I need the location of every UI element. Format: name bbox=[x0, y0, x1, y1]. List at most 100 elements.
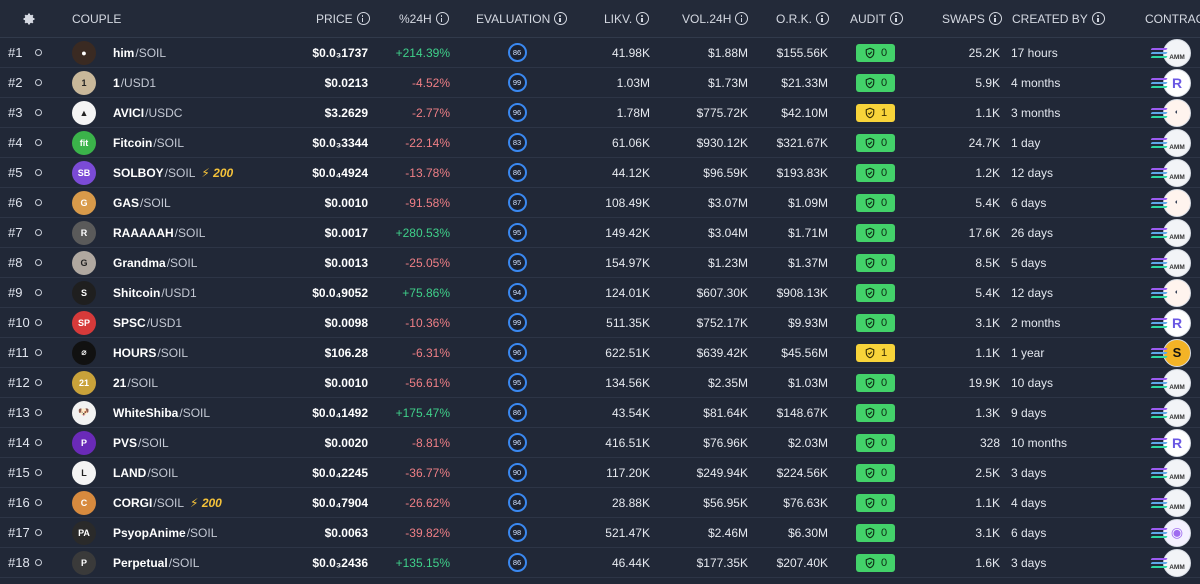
star-outline-icon[interactable] bbox=[34, 109, 42, 116]
base-symbol[interactable]: HOURS bbox=[113, 345, 157, 360]
table-row[interactable]: #17 PA PsyopAnime / SOIL $0.0063 -39.82% 98 521… bbox=[0, 518, 1200, 548]
table-row[interactable]: #16 C CORGI / SOIL ⚡ 200 $0.0₄7904 -26.62% 84 28… bbox=[0, 488, 1200, 518]
evaluation-score[interactable]: 96 bbox=[505, 428, 529, 457]
token-avatar[interactable]: C bbox=[71, 488, 97, 517]
star-outline-icon[interactable] bbox=[34, 169, 42, 176]
contract-badges[interactable]: R bbox=[1150, 308, 1200, 337]
gear-icon[interactable] bbox=[22, 12, 36, 26]
audit-pill[interactable]: 0 bbox=[856, 433, 895, 452]
favorite-toggle[interactable] bbox=[33, 308, 43, 337]
token-avatar[interactable]: PA bbox=[71, 518, 97, 547]
star-outline-icon[interactable] bbox=[34, 349, 42, 356]
info-icon[interactable] bbox=[735, 12, 749, 25]
favorite-toggle[interactable] bbox=[33, 458, 43, 487]
info-icon[interactable] bbox=[356, 12, 370, 25]
base-symbol[interactable]: CORGI bbox=[113, 495, 153, 510]
audit-badge[interactable]: 0 bbox=[856, 248, 896, 277]
info-icon[interactable] bbox=[636, 12, 650, 25]
audit-badge[interactable]: 0 bbox=[856, 488, 896, 517]
token-avatar[interactable]: G bbox=[71, 188, 97, 217]
audit-badge[interactable]: 0 bbox=[856, 368, 896, 397]
star-outline-icon[interactable] bbox=[34, 379, 42, 386]
audit-pill[interactable]: 1 bbox=[856, 103, 895, 122]
pair-name[interactable]: SPSC / USD1 bbox=[113, 308, 283, 337]
audit-badge[interactable]: 0 bbox=[856, 158, 896, 187]
favorite-toggle[interactable] bbox=[33, 188, 43, 217]
table-row[interactable]: #4 fit Fitcoin / SOIL $0.0₃3344 -22.14% 83 61.0… bbox=[0, 128, 1200, 158]
token-avatar[interactable]: 🐶 bbox=[71, 398, 97, 427]
audit-pill[interactable]: 0 bbox=[856, 163, 895, 182]
col-swaps[interactable]: SWAPS bbox=[942, 0, 1002, 37]
table-row[interactable]: #2 1 1/ USD1 $0.0213 -4.52% 99 1.03M $1.73M $21.… bbox=[0, 68, 1200, 98]
base-symbol[interactable]: PVS bbox=[113, 435, 138, 450]
audit-pill[interactable]: 0 bbox=[856, 223, 895, 242]
pair-name[interactable]: AVICI / USDC bbox=[113, 98, 283, 127]
audit-pill[interactable]: 0 bbox=[856, 553, 895, 572]
token-avatar[interactable]: ⌀ bbox=[71, 338, 97, 367]
evaluation-score[interactable]: 95 bbox=[505, 368, 529, 397]
pair-name[interactable]: LAND / SOIL bbox=[113, 458, 283, 487]
evaluation-score[interactable]: 96 bbox=[505, 338, 529, 367]
pair-name[interactable]: him / SOIL bbox=[113, 38, 283, 67]
evaluation-score[interactable]: 90 bbox=[505, 458, 529, 487]
star-outline-icon[interactable] bbox=[34, 469, 42, 476]
evaluation-score[interactable]: 98 bbox=[505, 518, 529, 547]
audit-badge[interactable]: 0 bbox=[856, 398, 896, 427]
evaluation-score[interactable]: 94 bbox=[505, 278, 529, 307]
favorite-toggle[interactable] bbox=[33, 278, 43, 307]
audit-badge[interactable]: 0 bbox=[856, 38, 896, 67]
info-icon[interactable] bbox=[988, 12, 1002, 25]
contract-badges[interactable]: ◐ bbox=[1150, 188, 1200, 217]
contract-badges[interactable]: AMM bbox=[1150, 248, 1200, 277]
contract-badges[interactable]: AMM bbox=[1150, 128, 1200, 157]
favorite-toggle[interactable] bbox=[33, 428, 43, 457]
table-row[interactable]: #18 P Perpetual / SOIL $0.0₃2436 +135.15% 86 46… bbox=[0, 548, 1200, 578]
contract-badges[interactable]: AMM bbox=[1150, 158, 1200, 187]
audit-pill[interactable]: 0 bbox=[856, 403, 895, 422]
star-outline-icon[interactable] bbox=[34, 229, 42, 236]
star-outline-icon[interactable] bbox=[34, 499, 42, 506]
audit-pill[interactable]: 0 bbox=[856, 43, 895, 62]
table-row[interactable]: #15 L LAND / SOIL $0.0₄2245 -36.77% 90 117.20K $… bbox=[0, 458, 1200, 488]
audit-badge[interactable]: 0 bbox=[856, 188, 896, 217]
pair-name[interactable]: CORGI / SOIL ⚡ 200 bbox=[113, 488, 283, 517]
audit-pill[interactable]: 0 bbox=[856, 313, 895, 332]
contract-badges[interactable]: ◉ bbox=[1150, 518, 1200, 547]
table-row[interactable]: #3 ▲ AVICI / USDC $3.2629 -2.77% 96 1.78M $775.7… bbox=[0, 98, 1200, 128]
table-row[interactable]: #1 ● him / SOIL $0.0₃1737 +214.39% 86 41.98K $1.… bbox=[0, 38, 1200, 68]
pair-name[interactable]: WhiteShiba / SOIL bbox=[113, 398, 283, 427]
pair-name[interactable]: 21/ SOIL bbox=[113, 368, 283, 397]
table-row[interactable]: #8 G Grandma / SOIL $0.0013 -25.05% 95 154.97K $… bbox=[0, 248, 1200, 278]
table-row[interactable]: #5 SB SOLBOY / SOIL ⚡ 200 $0.0₄4924 -13.78% 86 4… bbox=[0, 158, 1200, 188]
token-avatar[interactable]: SP bbox=[71, 308, 97, 337]
contract-badges[interactable]: R bbox=[1150, 428, 1200, 457]
table-row[interactable]: #11 ⌀ HOURS / SOIL $106.28 -6.31% 96 622.51K $63… bbox=[0, 338, 1200, 368]
table-row[interactable]: #10 SP SPSC / USD1 $0.0098 -10.36% 99 511.35K $7… bbox=[0, 308, 1200, 338]
evaluation-score[interactable]: 96 bbox=[505, 98, 529, 127]
audit-pill[interactable]: 0 bbox=[856, 493, 895, 512]
contract-badges[interactable]: AMM bbox=[1150, 488, 1200, 517]
col-contract[interactable]: CONTRACT bbox=[1145, 0, 1200, 37]
contract-badges[interactable]: S bbox=[1150, 338, 1200, 367]
star-outline-icon[interactable] bbox=[34, 259, 42, 266]
favorite-toggle[interactable] bbox=[33, 518, 43, 547]
contract-badges[interactable]: AMM bbox=[1150, 368, 1200, 397]
evaluation-score[interactable]: 86 bbox=[505, 158, 529, 187]
base-symbol[interactable]: Grandma bbox=[113, 255, 166, 270]
star-outline-icon[interactable] bbox=[34, 79, 42, 86]
favorite-toggle[interactable] bbox=[33, 488, 43, 517]
base-symbol[interactable]: GAS bbox=[113, 195, 140, 210]
audit-pill[interactable]: 0 bbox=[856, 463, 895, 482]
pair-name[interactable]: Fitcoin / SOIL bbox=[113, 128, 283, 157]
col-volume[interactable]: VOL.24H bbox=[682, 0, 749, 37]
audit-badge[interactable]: 0 bbox=[856, 518, 896, 547]
favorite-toggle[interactable] bbox=[33, 338, 43, 367]
audit-pill[interactable]: 0 bbox=[856, 283, 895, 302]
favorite-toggle[interactable] bbox=[33, 68, 43, 97]
star-outline-icon[interactable] bbox=[34, 559, 42, 566]
pair-name[interactable]: Grandma / SOIL bbox=[113, 248, 283, 277]
table-row[interactable]: #13 🐶 WhiteShiba / SOIL $0.0₄1492 +175.47% 86 4… bbox=[0, 398, 1200, 428]
token-avatar[interactable]: fit bbox=[71, 128, 97, 157]
favorite-toggle[interactable] bbox=[33, 368, 43, 397]
base-symbol[interactable]: PsyopAnime bbox=[113, 525, 186, 540]
